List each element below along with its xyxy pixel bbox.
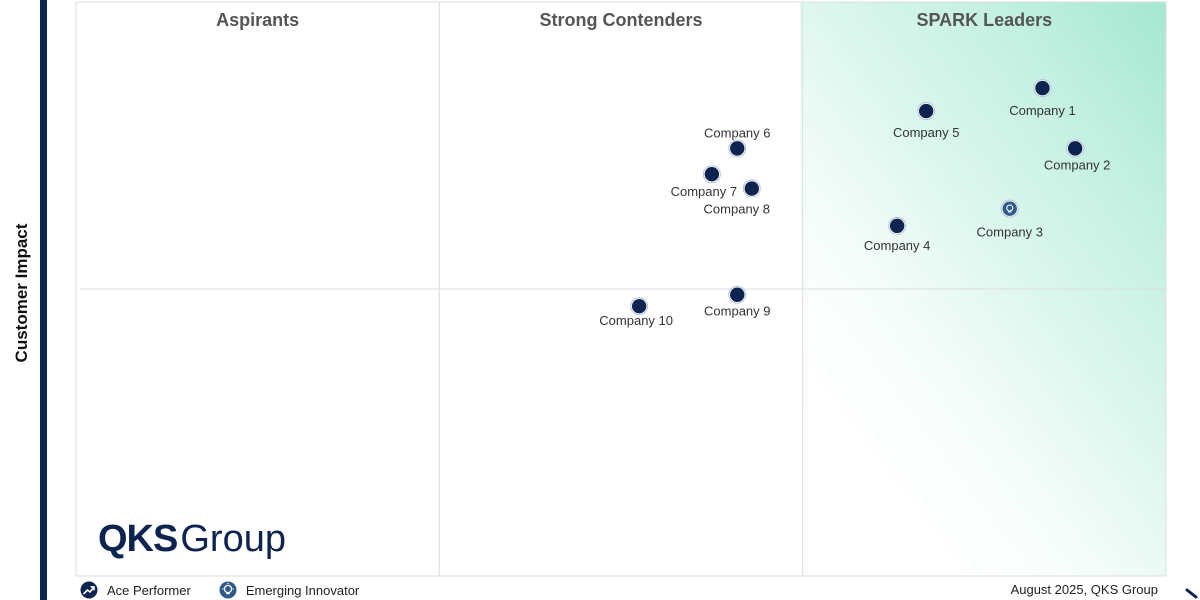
point-marker — [744, 181, 759, 196]
y-axis-bar — [40, 0, 47, 600]
data-point-10: Company 10 — [599, 297, 673, 328]
data-point-3: Company 3 — [977, 199, 1043, 240]
point-label: Company 3 — [977, 225, 1043, 240]
point-marker — [1035, 80, 1050, 96]
point-label: Company 1 — [1009, 103, 1075, 118]
data-point-7: Company 7 — [671, 165, 737, 199]
data-point-2: Company 2 — [1044, 139, 1110, 172]
footer-credit: August 2025, QKS Group — [1010, 582, 1158, 597]
data-points: Company 1 Company 2 Company 3 Company 4 Comp… — [599, 79, 1110, 328]
quadrant-title-1: Strong Contenders — [539, 10, 702, 30]
data-point-8: Company 8 — [704, 179, 770, 217]
point-label: Company 8 — [704, 202, 770, 217]
legend: Ace Performer Emerging Innovator — [80, 580, 387, 600]
data-point-4: Company 4 — [864, 216, 930, 253]
point-marker — [631, 299, 647, 314]
trend-arrow-icon — [80, 581, 98, 599]
grid-lines — [75, 1, 1167, 577]
legend-label-emerging-innovator: Emerging Innovator — [245, 582, 360, 598]
legend-label-ace-performer: Ace Performer — [107, 582, 191, 598]
data-point-9: Company 9 — [704, 285, 771, 319]
point-marker — [889, 218, 905, 234]
point-label: Company 2 — [1044, 157, 1110, 172]
innovator-marker — [1002, 201, 1017, 216]
quadrant-titles: Aspirants Strong Contenders SPARK Leaders — [216, 10, 1052, 30]
qks-group-logo: QKSGroup — [98, 516, 286, 562]
point-marker — [704, 167, 720, 182]
data-point-5: Company 5 — [893, 102, 959, 140]
quadrant-title-0: Aspirants — [216, 10, 299, 30]
point-label: Company 9 — [704, 304, 770, 319]
point-marker — [1067, 141, 1083, 156]
point-marker — [730, 141, 745, 156]
quadrant-title-2: SPARK Leaders — [916, 10, 1052, 30]
chevron-right-icon — [1185, 588, 1198, 599]
logo-bold-text: QKS — [98, 518, 178, 560]
lightbulb-icon — [219, 581, 237, 599]
point-label: Company 5 — [893, 125, 959, 140]
data-point-6: Company 6 — [704, 125, 771, 158]
point-marker — [730, 287, 745, 302]
legend-item-ace-performer: Ace Performer — [80, 581, 191, 599]
data-point-1: Company 1 — [1009, 79, 1076, 118]
point-marker — [919, 103, 934, 119]
point-label: Company 7 — [671, 184, 737, 199]
legend-item-emerging-innovator: Emerging Innovator — [219, 581, 359, 599]
point-label: Company 4 — [864, 238, 930, 253]
point-label: Company 6 — [704, 125, 770, 140]
point-label: Company 10 — [599, 313, 673, 328]
lightbulb-icon — [1006, 204, 1014, 212]
logo-light-text: Group — [180, 518, 286, 560]
